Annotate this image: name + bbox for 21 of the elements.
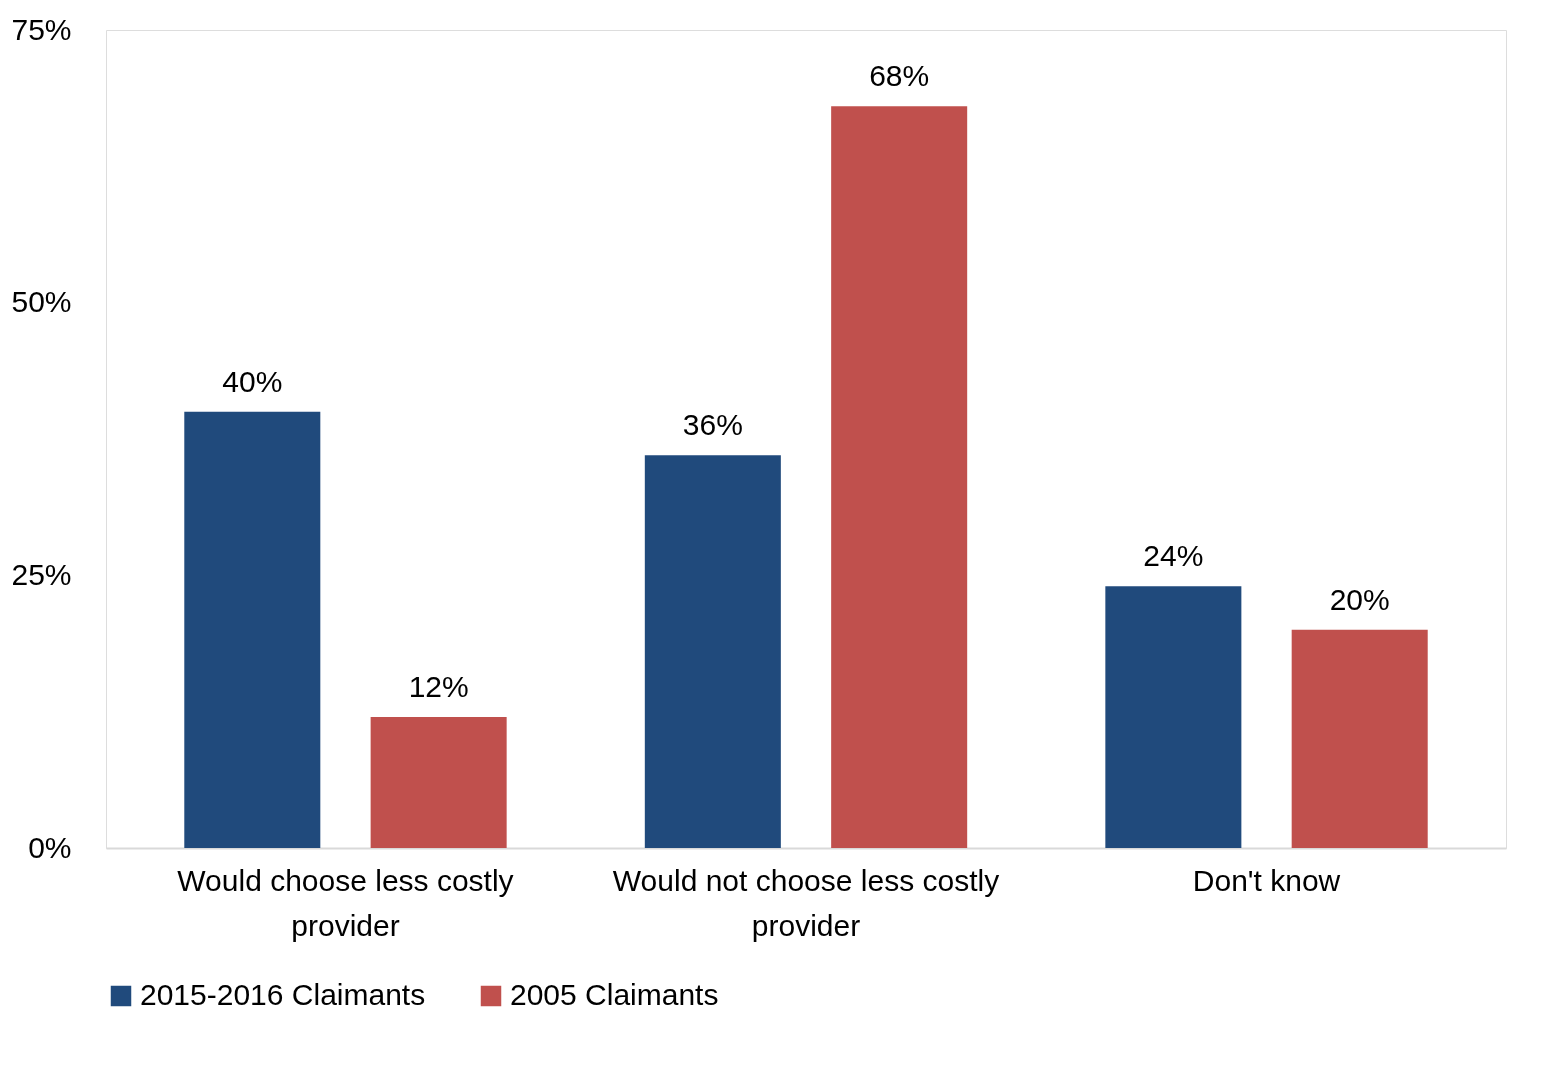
x-tick-label: Would not choose less costly provider bbox=[612, 863, 1000, 942]
data-label: 24% bbox=[1143, 539, 1204, 573]
bar bbox=[370, 717, 507, 848]
legend-label: 2005 Claimants bbox=[510, 978, 719, 1011]
bar bbox=[831, 106, 968, 848]
data-label: 12% bbox=[408, 670, 469, 704]
data-label: 20% bbox=[1329, 582, 1390, 616]
y-tick-label: 50% bbox=[11, 285, 72, 319]
legend-label: 2015-2016 Claimants bbox=[140, 978, 426, 1011]
bar bbox=[184, 411, 321, 848]
data-label: 40% bbox=[222, 364, 283, 398]
bar bbox=[644, 455, 781, 848]
y-tick-label: 75% bbox=[11, 12, 72, 46]
y-tick-label: 0% bbox=[28, 830, 72, 864]
data-label: 68% bbox=[869, 59, 930, 93]
x-tick-label: Would choose less costly provider bbox=[177, 863, 514, 942]
data-label: 36% bbox=[682, 408, 743, 442]
y-tick-label: 25% bbox=[11, 557, 72, 591]
bar bbox=[1291, 629, 1428, 848]
bar bbox=[1105, 586, 1242, 848]
x-tick-label: Don't know bbox=[1192, 863, 1341, 897]
